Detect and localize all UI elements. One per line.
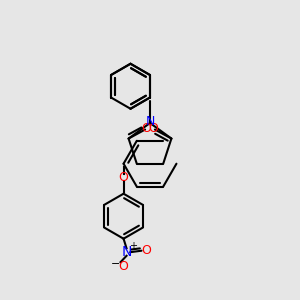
Text: N: N [122,245,132,259]
Text: O: O [118,260,128,273]
Text: O: O [148,122,158,134]
Text: −: − [110,259,120,269]
Text: O: O [118,171,128,184]
Text: O: O [142,122,152,134]
Text: N: N [145,115,155,128]
Text: O: O [141,244,151,257]
Text: +: + [129,241,137,250]
